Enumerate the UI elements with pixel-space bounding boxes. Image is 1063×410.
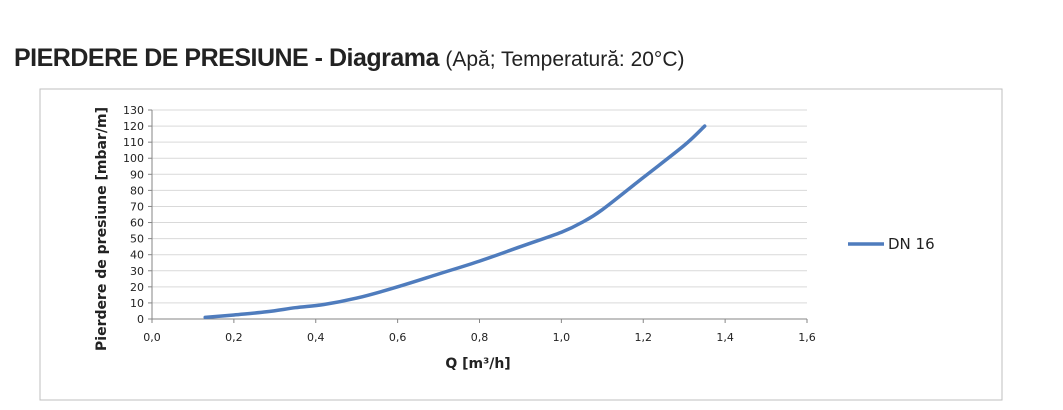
y-tick-label: 100 [123, 152, 144, 165]
y-tick-label: 60 [130, 217, 144, 230]
data-point [703, 124, 706, 128]
chart-subtitle: (Apă; Temperatură: 20°C) [445, 48, 685, 71]
x-tick-label: 0,0 [143, 331, 161, 344]
data-point [437, 272, 440, 276]
x-tick-label: 0,6 [389, 331, 407, 344]
y-tick-label: 0 [137, 313, 144, 326]
x-tick-label: 0,2 [225, 331, 243, 344]
y-tick-label: 40 [130, 249, 144, 262]
legend-label-dn16: DN 16 [888, 235, 935, 253]
y-tick-label: 50 [130, 233, 144, 246]
data-point [580, 221, 583, 224]
data-point [396, 285, 399, 288]
data-point [519, 245, 522, 248]
chart-frame [39, 88, 1003, 401]
y-tick-label: 120 [123, 120, 144, 133]
y-tick-label: 110 [123, 136, 144, 149]
y-tick-label: 90 [130, 168, 144, 181]
y-axis-label: Pierdere de presiune [mbar/m] [94, 107, 110, 351]
series-line-dn16 [203, 124, 707, 320]
x-tick-label: 1,2 [635, 331, 653, 344]
x-tick-label: 0,4 [307, 331, 325, 344]
data-point [355, 296, 358, 300]
chart-title: PIERDERE DE PRESIUNE - Diagrama [14, 44, 439, 72]
y-tick-label: 70 [130, 200, 144, 213]
data-point [601, 208, 604, 211]
x-axis-label: Q [m³/h] [445, 356, 510, 372]
data-point [265, 310, 268, 313]
x-tick-label: 0,8 [471, 331, 489, 344]
x-ticks: 0,0 0,2 0,4 0,6 0,8 1,0 1,2 1,4 1,6 [143, 319, 816, 344]
y-tick-label: 20 [130, 281, 144, 294]
data-point [478, 259, 481, 263]
series-layer [203, 124, 707, 320]
data-point [204, 316, 207, 319]
data-point [232, 313, 236, 317]
data-point [560, 231, 563, 234]
y-tick-label: 130 [123, 104, 144, 117]
gridlines [152, 109, 807, 304]
x-tick-label: 1,0 [553, 331, 571, 344]
x-tick-label: 1,6 [798, 331, 816, 344]
page-heading: PIERDERE DE PRESIUNE - Diagrama (Apă; Te… [14, 44, 684, 73]
data-point [294, 306, 297, 309]
legend: DN 16 [848, 235, 935, 253]
y-ticks: 0 10 20 30 40 50 60 70 80 90 100 110 120 130 [123, 104, 152, 326]
y-tick-label: 30 [130, 265, 144, 278]
x-tick-label: 1,4 [716, 331, 734, 344]
data-point [642, 176, 645, 179]
data-point [683, 144, 686, 147]
data-point [322, 303, 326, 306]
y-tick-label: 10 [130, 297, 144, 310]
y-tick-label: 80 [130, 184, 144, 197]
